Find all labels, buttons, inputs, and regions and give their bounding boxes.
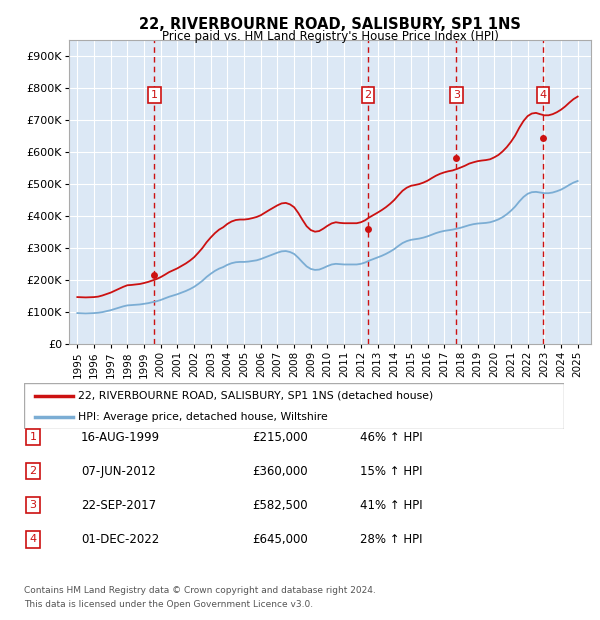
Text: 22, RIVERBOURNE ROAD, SALISBURY, SP1 1NS: 22, RIVERBOURNE ROAD, SALISBURY, SP1 1NS [139,17,521,32]
Text: 22, RIVERBOURNE ROAD, SALISBURY, SP1 1NS (detached house): 22, RIVERBOURNE ROAD, SALISBURY, SP1 1NS… [78,391,433,401]
Text: 1: 1 [29,432,37,442]
Text: 1: 1 [151,90,158,100]
Text: 16-AUG-1999: 16-AUG-1999 [81,431,160,443]
Text: 28% ↑ HPI: 28% ↑ HPI [360,533,422,546]
Text: £582,500: £582,500 [252,499,308,511]
Text: Contains HM Land Registry data © Crown copyright and database right 2024.: Contains HM Land Registry data © Crown c… [24,586,376,595]
Text: 07-JUN-2012: 07-JUN-2012 [81,465,156,477]
Text: 22-SEP-2017: 22-SEP-2017 [81,499,156,511]
Text: 01-DEC-2022: 01-DEC-2022 [81,533,159,546]
FancyBboxPatch shape [24,383,564,429]
Text: £645,000: £645,000 [252,533,308,546]
Text: Price paid vs. HM Land Registry's House Price Index (HPI): Price paid vs. HM Land Registry's House … [161,30,499,43]
Text: 2: 2 [364,90,371,100]
Text: 3: 3 [453,90,460,100]
Text: 4: 4 [539,90,547,100]
Text: 41% ↑ HPI: 41% ↑ HPI [360,499,422,511]
Text: 2: 2 [29,466,37,476]
Text: £215,000: £215,000 [252,431,308,443]
Text: This data is licensed under the Open Government Licence v3.0.: This data is licensed under the Open Gov… [24,600,313,609]
Text: HPI: Average price, detached house, Wiltshire: HPI: Average price, detached house, Wilt… [78,412,328,422]
Text: £360,000: £360,000 [252,465,308,477]
Text: 15% ↑ HPI: 15% ↑ HPI [360,465,422,477]
Text: 4: 4 [29,534,37,544]
Text: 3: 3 [29,500,37,510]
Text: 46% ↑ HPI: 46% ↑ HPI [360,431,422,443]
